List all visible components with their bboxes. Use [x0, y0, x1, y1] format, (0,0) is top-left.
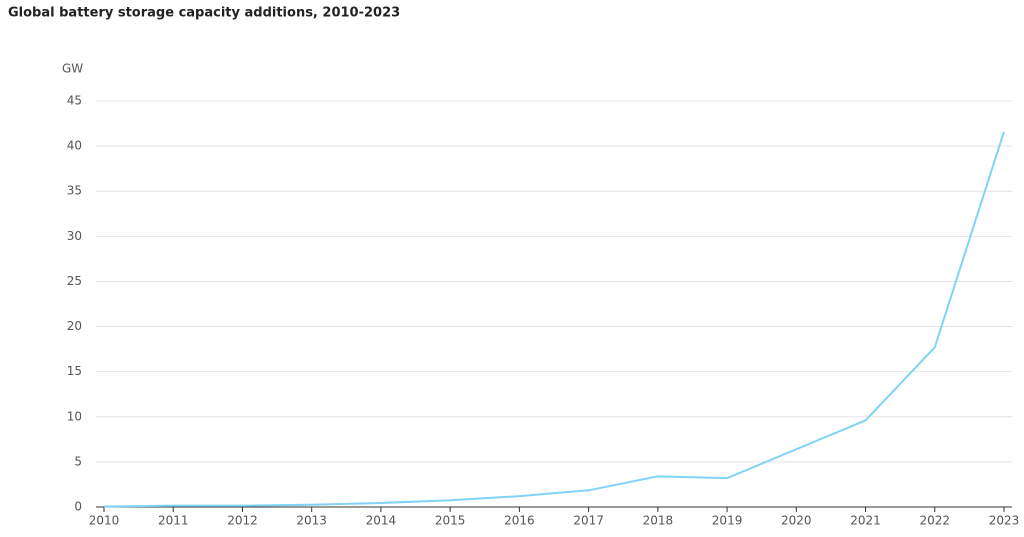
x-tick-label: 2021: [850, 514, 881, 528]
y-tick-label: 35: [67, 184, 82, 198]
x-tick-label: 2019: [712, 514, 743, 528]
x-tick-label: 2020: [781, 514, 812, 528]
x-tick-label: 2010: [89, 514, 120, 528]
x-tick-label: 2018: [643, 514, 674, 528]
y-tick-label: 0: [74, 500, 82, 514]
y-tick-label: 45: [67, 94, 82, 108]
x-tick-label: 2015: [435, 514, 466, 528]
x-tick-label: 2014: [366, 514, 397, 528]
y-tick-label: 10: [67, 409, 82, 423]
x-tick-label: 2011: [158, 514, 189, 528]
chart-title: Global battery storage capacity addition…: [8, 6, 400, 21]
y-tick-label: 5: [74, 454, 82, 468]
y-tick-label: 15: [67, 364, 82, 378]
x-tick-label: 2013: [296, 514, 327, 528]
data-line: [103, 131, 1005, 508]
y-tick-label: 20: [67, 319, 82, 333]
y-tick-label: 40: [67, 139, 82, 153]
y-tick-label: 30: [67, 229, 82, 243]
x-tick-label: 2012: [227, 514, 258, 528]
x-tick-label: 2023: [989, 514, 1020, 528]
x-tick-label: 2017: [573, 514, 604, 528]
y-axis-label: GW: [62, 62, 83, 76]
x-tick-label: 2022: [919, 514, 950, 528]
y-tick-label: 25: [67, 274, 82, 288]
x-tick-label: 2016: [504, 514, 535, 528]
